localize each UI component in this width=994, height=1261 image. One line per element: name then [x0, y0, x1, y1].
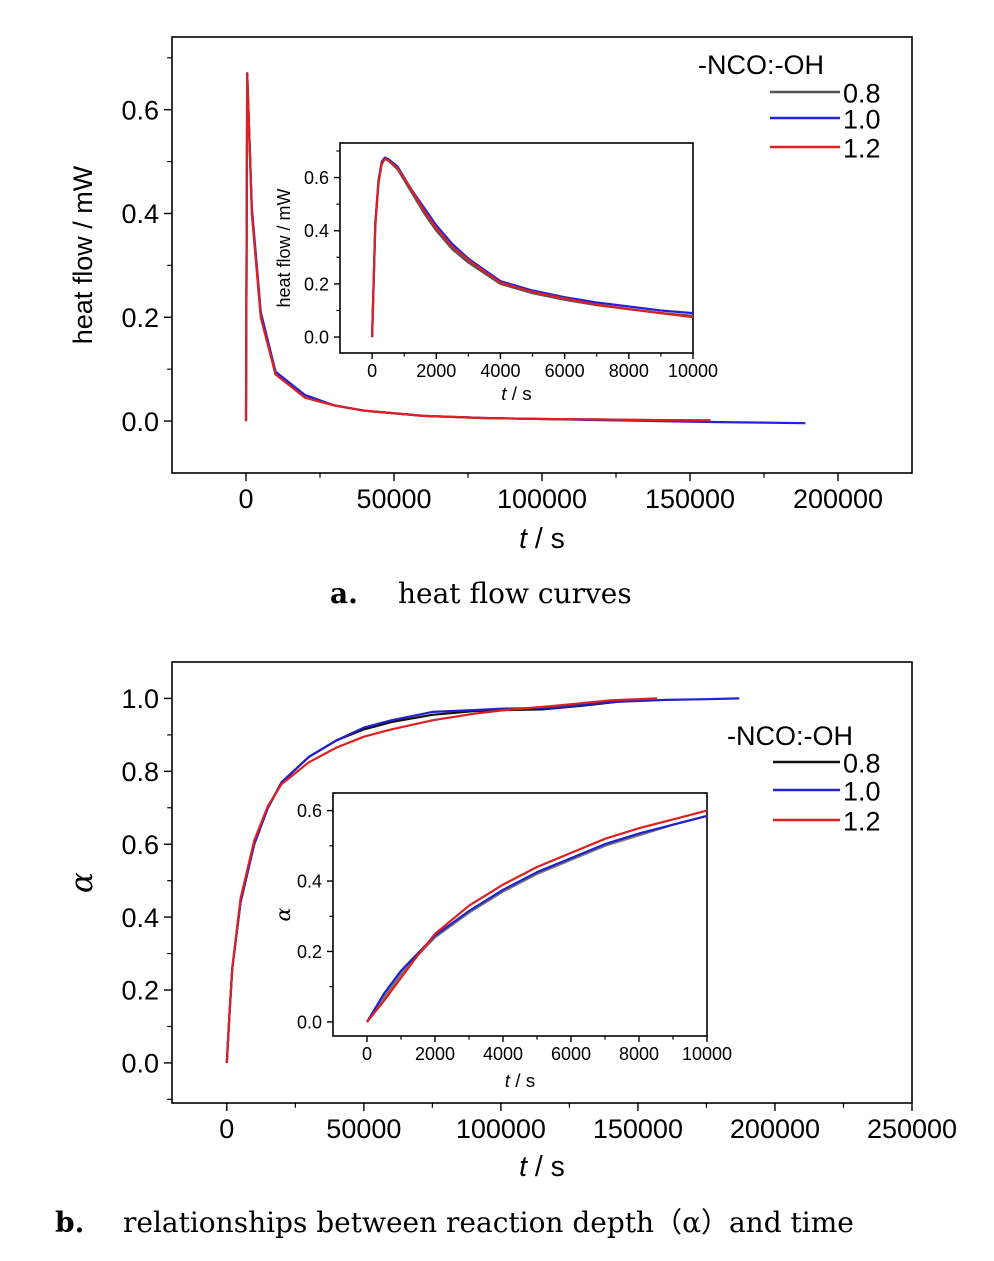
- chart-a-inset-ytick-label: 0.0: [304, 328, 329, 348]
- chart-b-inset-xtick-label: 8000: [619, 1044, 659, 1064]
- chart-b-main-xtick-label: 50000: [326, 1114, 401, 1144]
- chart-a-inset-xtick-label: 4000: [480, 361, 520, 381]
- chart-a-inset-xtick-label: 2000: [416, 361, 456, 381]
- chart-b-legend-title: -NCO:-OH: [727, 721, 853, 751]
- chart-b-inset-xtick-label: 4000: [483, 1044, 523, 1064]
- chart-b-inset-ytick-label: 0.0: [297, 1012, 322, 1032]
- chart-a-inset-ytick-label: 0.6: [304, 168, 329, 188]
- chart-b-main-ytick-label: 0.2: [121, 976, 159, 1006]
- caption-b-label: b.: [55, 1206, 84, 1239]
- chart-b-inset-ytick-label: 0.4: [297, 872, 322, 892]
- chart-a-inset-frame: [339, 142, 694, 354]
- chart-a-inset-xtick-label: 10000: [668, 361, 718, 381]
- chart-b-inset-xlabel: t / s: [505, 1071, 535, 1092]
- chart-a-main-xtick-label: 100000: [497, 484, 587, 514]
- chart-a-main-xtick-label: 200000: [793, 484, 883, 514]
- chart-panel-b: 0 50000 100000 150000 200000 2500000.00.20.40…: [64, 661, 957, 1183]
- chart-a-main-xtick-label: 50000: [356, 484, 431, 514]
- chart-b-main-ylabel: α: [64, 872, 100, 893]
- chart-b-main-series-line-1-2: [225, 697, 658, 1063]
- chart-a-main-ylabel: heat flow / mW: [68, 165, 98, 344]
- chart-b-inset-xtick-label: 6000: [551, 1044, 591, 1064]
- chart-b-inset-ytick-label: 0.2: [297, 942, 322, 962]
- chart-a-main-xlabel: t / s: [519, 523, 565, 555]
- chart-b-legend-label: 0.8: [843, 748, 881, 778]
- chart-b-inset-series-line-0-8: [366, 814, 708, 1023]
- chart-b-legend-label: 1.2: [843, 806, 881, 836]
- chart-a-main-ytick-label: 0.4: [121, 199, 159, 229]
- chart-a-inset-xtick-label: 0: [367, 361, 377, 381]
- chart-b-inset-xtick-label: 0: [362, 1044, 372, 1064]
- chart-a-inset-ytick-label: 0.2: [304, 274, 329, 294]
- chart-b-main-xtick-label: 100000: [456, 1114, 546, 1144]
- chart-b-inset-xtick-label: 10000: [682, 1044, 732, 1064]
- chart-b-main-xlabel: t / s: [519, 1151, 565, 1183]
- chart-a-inset-xlabel: t / s: [501, 384, 531, 405]
- chart-a-inset-xtick-label: 6000: [545, 361, 585, 381]
- caption-a-text: heat flow curves: [398, 577, 632, 610]
- chart-a-legend-label: 1.0: [843, 104, 881, 134]
- chart-a-inset-xtick-label: 8000: [609, 361, 649, 381]
- chart-b-main-xtick-label: 200000: [730, 1114, 820, 1144]
- chart-a-legend-label: 1.2: [843, 133, 881, 163]
- chart-a-legend-title: -NCO:-OH: [698, 50, 824, 80]
- chart-a-main-xtick-label: 0: [238, 484, 253, 514]
- chart-b-inset-xtick-label: 2000: [415, 1044, 455, 1064]
- chart-b-main-xtick-label: 0: [219, 1114, 234, 1144]
- chart-b-main-ytick-label: 0.8: [121, 757, 159, 787]
- chart-b-inset-series-line-1-2: [366, 809, 708, 1023]
- chart-b-main-ytick-label: 1.0: [121, 684, 159, 714]
- chart-a-main-ytick-label: 0.0: [121, 407, 159, 437]
- caption-b-text: relationships between reaction depth（α）a…: [123, 1206, 854, 1239]
- chart-a-main-xtick-label: 150000: [645, 484, 735, 514]
- chart-b-inset-ylabel: α: [271, 907, 295, 921]
- chart-b-main-ytick-label: 0.6: [121, 830, 159, 860]
- chart-a-main-ytick-label: 0.6: [121, 95, 159, 125]
- chart-b-main-ytick-label: 0.0: [121, 1049, 159, 1079]
- chart-a-main-series-line-1-2: [244, 72, 711, 422]
- chart-a-inset-ylabel: heat flow / mW: [274, 188, 294, 307]
- chart-a-inset-series-line-1-2: [371, 157, 694, 338]
- chart-b-main-xtick-label: 150000: [593, 1114, 683, 1144]
- chart-b-main-xtick-label: 250000: [867, 1114, 957, 1144]
- chart-b-inset-series-line-1-0: [366, 814, 708, 1023]
- chart-b-legend-label: 1.0: [843, 776, 881, 806]
- chart-a-legend-label: 0.8: [843, 78, 881, 108]
- caption-a-label: a.: [330, 577, 358, 610]
- chart-b-main-ytick-label: 0.4: [121, 903, 159, 933]
- chart-a-main-ytick-label: 0.2: [121, 303, 159, 333]
- chart-b-inset-ytick-label: 0.6: [297, 801, 322, 821]
- chart-a-inset-ytick-label: 0.4: [304, 221, 329, 241]
